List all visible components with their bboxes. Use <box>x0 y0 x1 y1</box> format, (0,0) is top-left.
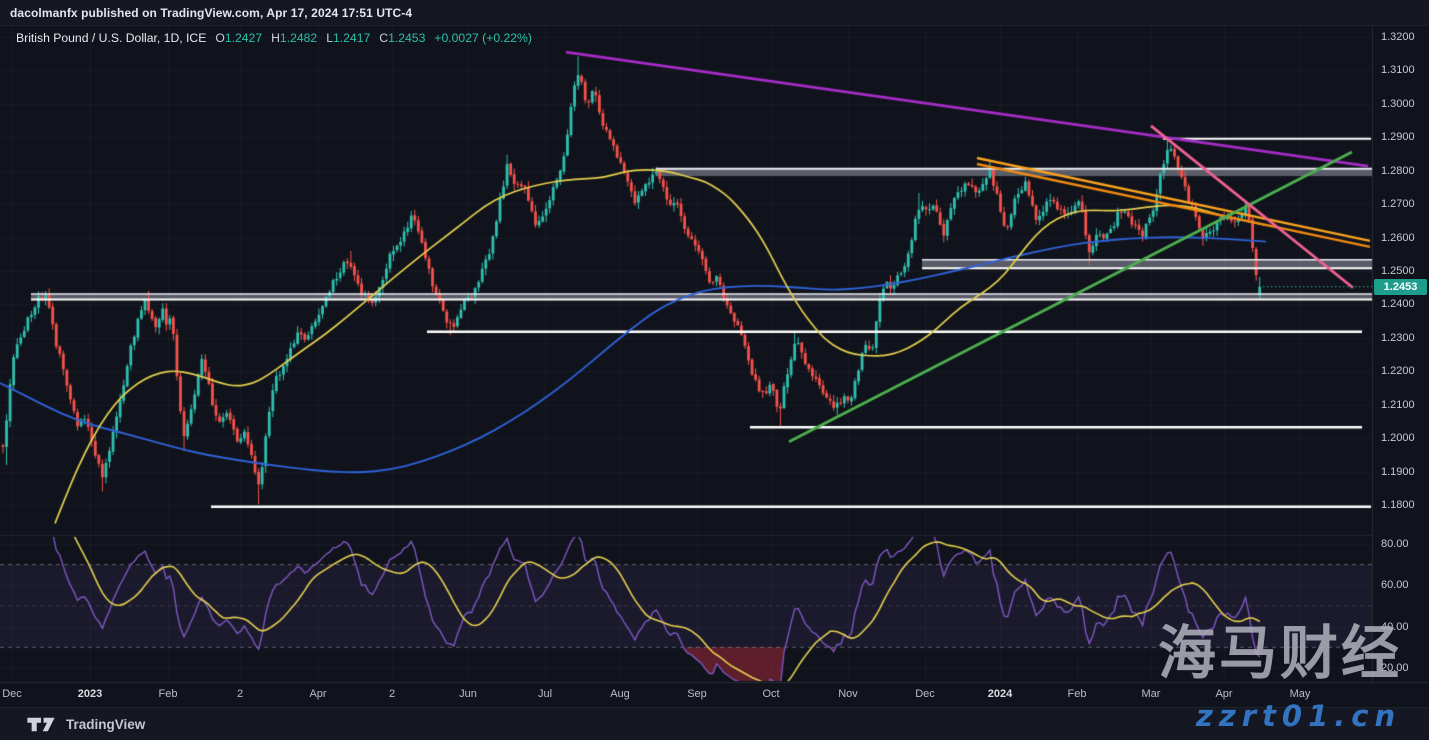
time-axis-label: Aug <box>610 688 630 700</box>
ohlc-high: H1.2482 <box>271 31 318 45</box>
price-axis-label: 1.2400 <box>1381 298 1415 311</box>
watermark-url: zzrt01.cn <box>1196 699 1402 733</box>
time-axis-label: Jul <box>537 688 553 700</box>
time-axis-label: 2023 <box>77 688 103 700</box>
time-axis-label: Dec <box>2 688 22 700</box>
rsi-axis-label: 80.00 <box>1381 538 1409 550</box>
price-axis-label: 1.3000 <box>1381 97 1415 110</box>
time-axis-label: Nov <box>838 688 858 700</box>
price-axis-label: 1.2000 <box>1381 432 1415 445</box>
price-axis-label: 1.2200 <box>1381 365 1415 378</box>
price-axis-label: 1.2800 <box>1381 164 1415 177</box>
watermark-cjk: 海马财经 <box>1158 619 1403 687</box>
price-axis-label: 1.2900 <box>1381 131 1415 144</box>
ohlc-low: L1.2417 <box>326 31 371 45</box>
time-axis-label: Mar <box>1141 688 1161 700</box>
ohlc-close: C1.2453 <box>379 31 426 45</box>
time-axis-label: Apr <box>1215 688 1233 700</box>
price-axis-label: 1.2700 <box>1381 198 1415 211</box>
time-axis-label: 2024 <box>987 688 1013 700</box>
price-axis-label: 1.3200 <box>1381 31 1415 43</box>
price-axis-label: 1.2600 <box>1381 231 1415 244</box>
price-axis-label: 1.2500 <box>1381 265 1415 277</box>
price-axis-label: 1.3100 <box>1381 64 1415 77</box>
time-axis-label: Feb <box>1067 688 1087 700</box>
price-axis-label: 1.1900 <box>1381 465 1415 478</box>
publish-header-text: dacolmanfx published on TradingView.com,… <box>10 5 413 20</box>
time-axis-label: 2 <box>388 688 396 700</box>
change-badge: +0.0027 (+0.22%) <box>434 31 532 45</box>
price-axis-label: 1.2300 <box>1381 331 1415 344</box>
time-axis-label: Oct <box>762 688 780 700</box>
price-axis-label: 1.2100 <box>1381 398 1415 411</box>
rsi-axis-label: 20.00 <box>1381 662 1409 674</box>
rsi-axis-label: 60.00 <box>1381 579 1409 592</box>
tradingview-logo-icon[interactable] <box>24 716 58 733</box>
time-axis-label: May <box>1289 688 1311 700</box>
rsi-axis-label: 40.00 <box>1381 620 1409 633</box>
symbol-title: British Pound / U.S. Dollar, 1D, ICE <box>16 31 207 45</box>
last-price-label: 1.2453 <box>1374 278 1427 295</box>
publish-header: dacolmanfx published on TradingView.com,… <box>0 0 1429 26</box>
tradingview-brand[interactable]: TradingView <box>66 716 146 732</box>
time-axis-label: Feb <box>158 688 178 700</box>
time-axis-label: Sep <box>687 688 707 700</box>
time-axis-label: Jun <box>459 688 477 700</box>
price-axis-label: 1.1800 <box>1381 499 1415 512</box>
footer: TradingView <box>0 707 1429 740</box>
time-axis-label: Apr <box>309 688 327 700</box>
time-axis-label: Dec <box>915 688 935 700</box>
time-axis-label: 2 <box>236 688 244 700</box>
ohlc-open: O1.2427 <box>215 31 263 45</box>
symbol-legend: British Pound / U.S. Dollar, 1D, ICE O1.… <box>16 31 532 45</box>
